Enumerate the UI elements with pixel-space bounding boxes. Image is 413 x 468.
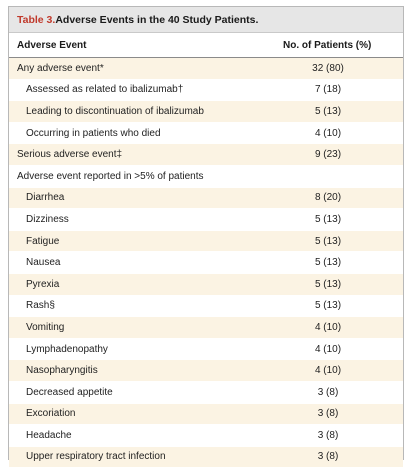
- row-event: Serious adverse event‡: [17, 149, 123, 161]
- table-number: Table 3.: [17, 13, 56, 26]
- row-value: 9 (23): [314, 149, 342, 161]
- row-event: Pyrexia: [26, 278, 60, 290]
- table-row: Lymphadenopathy 4 (10): [9, 339, 403, 361]
- row-event: Vomiting: [26, 321, 65, 333]
- row-value: 5 (13): [314, 278, 342, 290]
- table-title: Table 3. Adverse Events in the 40 Study …: [9, 7, 403, 33]
- row-value: 3 (8): [317, 451, 339, 463]
- row-event: Dizziness: [26, 213, 69, 225]
- row-event: Lymphadenopathy: [26, 343, 108, 355]
- table-row: Decreased appetite 3 (8): [9, 382, 403, 404]
- table-row: Nasopharyngitis 4 (10): [9, 360, 403, 382]
- row-value: 7 (18): [314, 84, 342, 96]
- row-event: Rash§: [26, 300, 55, 312]
- table-row: Upper respiratory tract infection 3 (8): [9, 446, 403, 468]
- row-event: Adverse event reported in >5% of patient…: [17, 170, 204, 182]
- row-value: 3 (8): [317, 386, 339, 398]
- table-row: Assessed as related to ibalizumab† 7 (18…: [9, 80, 403, 102]
- row-value: 3 (8): [317, 429, 339, 441]
- row-event: Decreased appetite: [26, 386, 113, 398]
- row-event: Headache: [26, 429, 72, 441]
- table-row: Diarrhea 8 (20): [9, 187, 403, 210]
- adverse-events-table: Table 3. Adverse Events in the 40 Study …: [8, 6, 404, 468]
- table-row: Vomiting 4 (10): [9, 317, 403, 339]
- row-event: Occurring in patients who died: [26, 127, 161, 139]
- row-value: 5 (13): [314, 257, 342, 269]
- row-event: Excoriation: [26, 408, 76, 420]
- table-row: Rash§ 5 (13): [9, 296, 403, 318]
- table-row: Pyrexia 5 (13): [9, 273, 403, 296]
- row-event: Any adverse event*: [17, 62, 104, 74]
- row-event: Fatigue: [26, 235, 60, 247]
- row-event: Assessed as related to ibalizumab†: [26, 84, 184, 96]
- table-row: Serious adverse event‡ 9 (23): [9, 144, 403, 166]
- table-row: Leading to discontinuation of ibalizumab…: [9, 101, 403, 123]
- table-row: Any adverse event* 32 (80): [9, 58, 403, 80]
- row-value: 5 (13): [314, 105, 342, 117]
- row-value: 4 (10): [314, 365, 342, 377]
- table-row: Dizziness 5 (13): [9, 209, 403, 231]
- table-row: Adverse event reported in >5% of patient…: [9, 166, 403, 188]
- row-value: 5 (13): [314, 235, 342, 247]
- table-row: Occurring in patients who died 4 (10): [9, 123, 403, 145]
- row-value: 8 (20): [314, 192, 342, 204]
- row-event: Upper respiratory tract infection: [26, 451, 166, 463]
- table-row: Nausea 5 (13): [9, 252, 403, 274]
- row-value: 5 (13): [314, 213, 342, 225]
- table-row: Headache 3 (8): [9, 425, 403, 447]
- header-patients: No. of Patients (%): [283, 39, 372, 51]
- row-event: Nasopharyngitis: [26, 365, 98, 377]
- table-row: Fatigue 5 (13): [9, 230, 403, 253]
- row-event: Nausea: [26, 257, 61, 269]
- table-header: Adverse Event No. of Patients (%): [9, 33, 403, 58]
- header-adverse-event: Adverse Event: [17, 39, 87, 51]
- row-value: 4 (10): [314, 321, 342, 333]
- row-value: 5 (13): [314, 300, 342, 312]
- row-value: 4 (10): [314, 127, 342, 139]
- table-title-text: Adverse Events in the 40 Study Patients.: [55, 13, 259, 26]
- row-event: Leading to discontinuation of ibalizumab: [26, 105, 204, 117]
- row-event: Diarrhea: [26, 192, 65, 204]
- table-row: Excoriation 3 (8): [9, 403, 403, 426]
- row-value: 4 (10): [314, 343, 342, 355]
- row-value: 32 (80): [312, 62, 344, 74]
- row-value: 3 (8): [317, 408, 339, 420]
